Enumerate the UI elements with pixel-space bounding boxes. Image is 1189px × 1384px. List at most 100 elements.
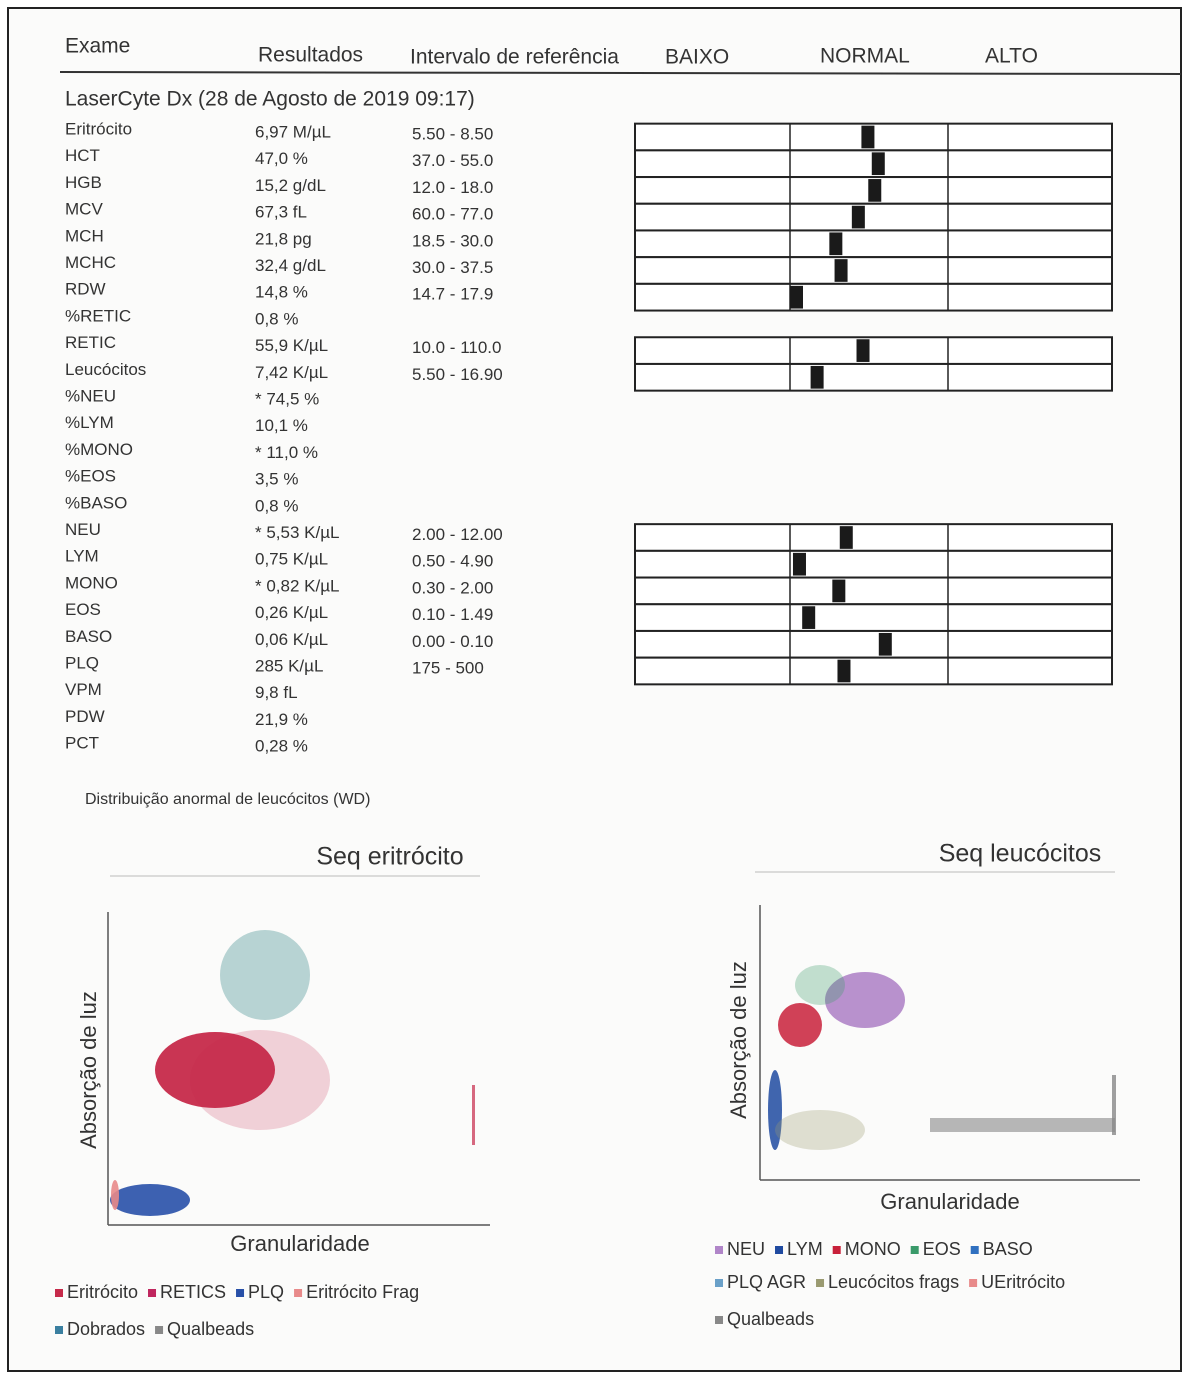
legend-label: LYM xyxy=(787,1239,823,1259)
range-marker xyxy=(829,232,842,255)
range-marker xyxy=(840,526,853,549)
range-bar xyxy=(635,337,1112,364)
test-range: 60.0 - 77.0 xyxy=(412,205,493,224)
test-name: MCHC xyxy=(65,253,116,272)
legend-label: NEU xyxy=(727,1239,765,1259)
test-name: %MONO xyxy=(65,440,133,459)
test-result: * 11,0 % xyxy=(255,443,318,462)
test-name: %NEU xyxy=(65,386,116,405)
instrument: LaserCyte Dx (28 de Agosto de 2019 09:17… xyxy=(65,88,475,111)
page: Exame Resultados Intervalo de referência… xyxy=(0,0,1189,1379)
test-range: 0.30 - 2.00 xyxy=(412,578,493,597)
test-range: 18.5 - 30.0 xyxy=(412,231,493,250)
range-bar xyxy=(635,631,1112,658)
range-marker xyxy=(811,366,824,389)
legend-swatch xyxy=(715,1279,723,1287)
test-name: RDW xyxy=(65,280,106,299)
legend-swatch xyxy=(715,1316,723,1324)
test-range: 30.0 - 37.5 xyxy=(412,258,493,277)
legend-swatch xyxy=(715,1246,723,1254)
legend-label: Leucócitos frags xyxy=(828,1272,959,1292)
legend-swatch xyxy=(294,1289,302,1297)
legend-label: EOS xyxy=(923,1239,961,1259)
test-name: %RETIC xyxy=(65,306,131,325)
test-name: %BASO xyxy=(65,493,127,512)
range-bar xyxy=(635,658,1112,685)
test-name: NEU xyxy=(65,520,101,539)
range-marker xyxy=(852,206,865,229)
range-bar xyxy=(635,257,1112,284)
range-bar xyxy=(635,284,1112,311)
chart-title: Seq eritrócito xyxy=(316,843,463,871)
range-marker xyxy=(802,606,815,629)
range-bar xyxy=(635,204,1112,231)
legend-swatch xyxy=(55,1289,63,1297)
range-marker xyxy=(879,633,892,656)
test-result: 0,26 K/µL xyxy=(255,603,328,622)
legend-swatch xyxy=(816,1279,824,1287)
test-name: Leucócitos xyxy=(65,360,146,379)
test-range: 5.50 - 16.90 xyxy=(412,365,503,384)
legend-swatch xyxy=(971,1246,979,1254)
test-result: 6,97 M/µL xyxy=(255,122,331,141)
test-result: 0,06 K/µL xyxy=(255,630,328,649)
test-name: Eritrócito xyxy=(65,119,132,138)
legend-label: RETICS xyxy=(160,1282,226,1302)
range-marker xyxy=(832,580,845,603)
test-result: * 5,53 K/µL xyxy=(255,523,339,542)
range-marker xyxy=(868,179,881,202)
test-range: 175 - 500 xyxy=(412,658,484,677)
range-bar xyxy=(635,230,1112,257)
legend-label: Eritrócito Frag xyxy=(306,1282,419,1302)
range-marker xyxy=(790,286,803,309)
test-result: 9,8 fL xyxy=(255,683,298,702)
range-marker xyxy=(857,339,870,362)
test-result: 285 K/µL xyxy=(255,656,323,675)
test-name: BASO xyxy=(65,627,112,646)
test-name: PLQ xyxy=(65,653,99,672)
test-result: 47,0 % xyxy=(255,149,308,168)
legend-label: BASO xyxy=(983,1239,1033,1259)
test-range: 2.00 - 12.00 xyxy=(412,525,503,544)
range-marker xyxy=(835,259,848,282)
legend-label: Qualbeads xyxy=(167,1319,254,1339)
note: Distribuição anormal de leucócitos (WD) xyxy=(85,791,370,808)
legend-label: PLQ AGR xyxy=(727,1272,806,1292)
col-results: Resultados xyxy=(258,44,363,67)
range-marker xyxy=(793,553,806,576)
test-range: 37.0 - 55.0 xyxy=(412,151,493,170)
test-result: 55,9 K/µL xyxy=(255,336,328,355)
test-result: * 74,5 % xyxy=(255,389,319,408)
x-axis-label: Granularidade xyxy=(230,1231,369,1256)
range-marker xyxy=(872,152,885,175)
range-bar xyxy=(635,578,1112,605)
col-reference: Intervalo de referência xyxy=(410,46,619,69)
test-result: 67,3 fL xyxy=(255,203,307,222)
test-name: %EOS xyxy=(65,467,116,486)
range-bar xyxy=(635,364,1112,391)
test-name: RETIC xyxy=(65,333,116,352)
legend-label: Eritrócito xyxy=(67,1282,138,1302)
test-range: 5.50 - 8.50 xyxy=(412,124,493,143)
test-name: MCV xyxy=(65,200,103,219)
legend-label: Dobrados xyxy=(67,1319,145,1339)
range-marker xyxy=(837,660,850,683)
test-name: MCH xyxy=(65,226,104,245)
test-range: 0.50 - 4.90 xyxy=(412,552,493,571)
legend-swatch xyxy=(236,1289,244,1297)
test-result: 14,8 % xyxy=(255,283,308,302)
legend-swatch xyxy=(969,1279,977,1287)
test-result: 0,8 % xyxy=(255,309,298,328)
test-name: HGB xyxy=(65,173,102,192)
test-name: VPM xyxy=(65,680,102,699)
test-name: EOS xyxy=(65,600,101,619)
legend-swatch xyxy=(148,1289,156,1297)
range-bar xyxy=(635,604,1112,631)
range-bar xyxy=(635,524,1112,551)
y-axis-label: Absorção de luz xyxy=(76,991,101,1149)
test-range: 0.10 - 1.49 xyxy=(412,605,493,624)
chart-title: Seq leucócitos xyxy=(939,840,1102,868)
test-result: * 0,82 K/µL xyxy=(255,576,339,595)
test-result: 21,8 pg xyxy=(255,229,312,248)
legend-label: Qualbeads xyxy=(727,1309,814,1329)
